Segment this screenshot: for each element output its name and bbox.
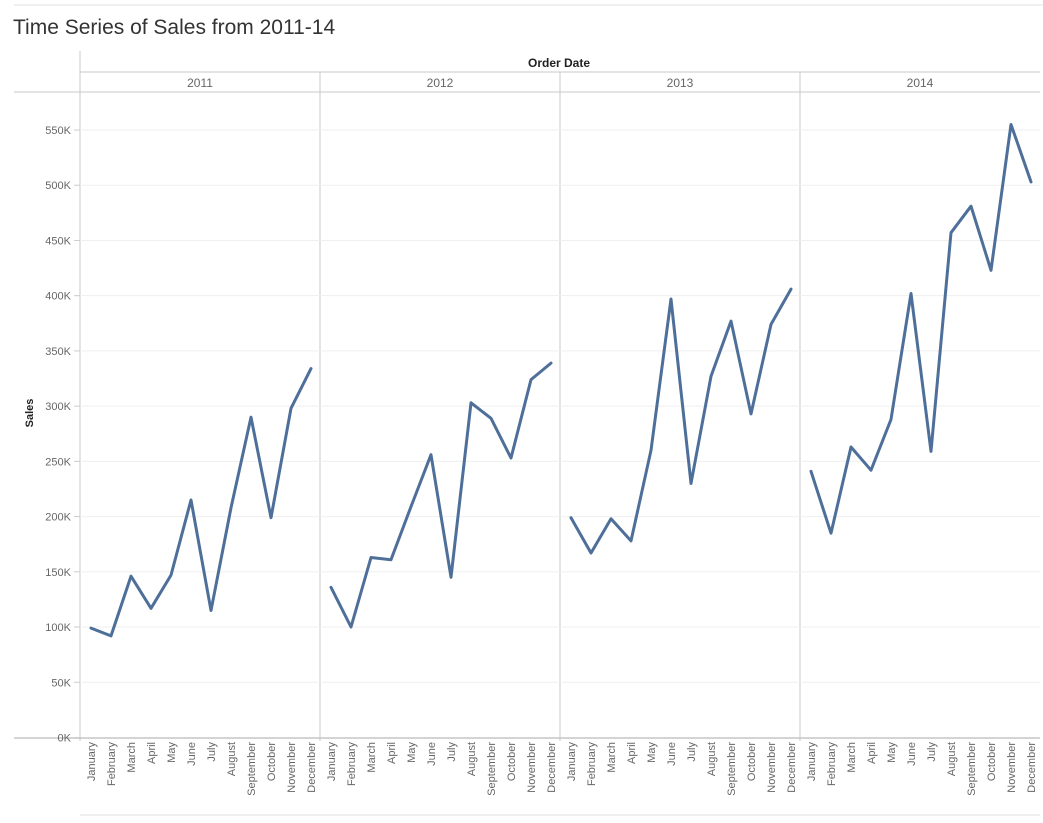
grid-lines: [80, 129, 1040, 683]
x-axis-ticks: January February March April May June July Augu…: [86, 742, 1038, 796]
x-tick-label: November: [1006, 742, 1018, 793]
y-tick-label: 450K: [45, 235, 71, 247]
series-line-2014: [809, 123, 1033, 535]
panel-label-2013: 2013: [667, 76, 694, 90]
x-tick-label: January: [86, 742, 98, 782]
x-tick-label: November: [286, 742, 298, 793]
x-tick-label: December: [786, 742, 798, 793]
x-tick-label: April: [626, 742, 638, 764]
y-tick-label: 200K: [45, 512, 71, 524]
x-tick-label: December: [546, 742, 558, 793]
y-tick-label: 350K: [45, 346, 71, 358]
x-tick-label: August: [946, 742, 958, 776]
panel-label-2011: 2011: [187, 76, 213, 90]
series-line-2011: [89, 367, 313, 638]
x-tick-label: January: [566, 742, 578, 782]
column-header-title: Order Date: [528, 56, 590, 70]
x-tick-label: August: [226, 742, 238, 776]
x-tick-label: December: [1026, 742, 1038, 793]
x-tick-label: March: [366, 742, 378, 773]
x-tick-label: June: [186, 742, 198, 766]
series-line-2013: [569, 287, 793, 555]
x-tick-label: July: [926, 742, 938, 762]
y-tick-label: 500K: [45, 180, 71, 192]
y-tick-label: 0K: [58, 733, 72, 745]
y-tick-label: 50K: [51, 677, 71, 689]
x-tick-label: March: [846, 742, 858, 773]
x-tick-label: January: [326, 742, 338, 782]
x-tick-label: February: [106, 742, 118, 787]
x-tick-label: May: [406, 742, 418, 763]
chart-title: Time Series of Sales from 2011-14: [13, 16, 336, 39]
series-line-2012: [329, 361, 553, 629]
y-tick-label: 400K: [45, 291, 71, 303]
x-tick-label: March: [606, 742, 618, 773]
y-axis-title: Sales: [24, 399, 36, 428]
x-tick-label: April: [386, 742, 398, 764]
x-tick-label: May: [886, 742, 898, 763]
x-tick-label: February: [346, 742, 358, 787]
x-tick-label: June: [906, 742, 918, 766]
x-tick-label: September: [726, 742, 738, 796]
x-tick-label: March: [126, 742, 138, 773]
x-tick-label: April: [146, 742, 158, 764]
x-tick-label: October: [986, 742, 998, 781]
x-tick-label: September: [486, 742, 498, 796]
x-tick-label: October: [506, 742, 518, 781]
panel-label-2012: 2012: [427, 76, 454, 90]
x-tick-label: August: [466, 742, 478, 776]
x-tick-label: February: [586, 742, 598, 787]
x-tick-label: December: [306, 742, 318, 793]
panel-label-2014: 2014: [907, 76, 934, 90]
y-tick-label: 550K: [45, 125, 71, 137]
x-tick-label: November: [766, 742, 778, 793]
x-tick-label: July: [206, 742, 218, 762]
chart-frame: [14, 4, 1043, 816]
x-tick-label: July: [686, 742, 698, 762]
x-tick-label: October: [266, 742, 278, 781]
x-tick-label: September: [246, 742, 258, 796]
x-tick-label: July: [446, 742, 458, 762]
series-lines: [89, 123, 1033, 638]
x-tick-label: September: [966, 742, 978, 796]
panel-labels: 2011 2012 2013 2014: [187, 76, 934, 90]
y-tick-label: 250K: [45, 456, 71, 468]
x-tick-label: October: [746, 742, 758, 781]
y-axis-ticks: 0K 50K 100K 150K 200K 250K 300K 350K 400K 450K 500…: [45, 125, 80, 745]
x-tick-label: June: [426, 742, 438, 766]
x-tick-label: May: [646, 742, 658, 763]
x-tick-label: August: [706, 742, 718, 776]
x-tick-label: April: [866, 742, 878, 764]
x-tick-label: January: [806, 742, 818, 782]
x-tick-label: November: [526, 742, 538, 793]
x-tick-label: February: [826, 742, 838, 787]
y-tick-label: 300K: [45, 401, 71, 413]
y-tick-label: 100K: [45, 622, 71, 634]
x-tick-label: June: [666, 742, 678, 766]
x-tick-label: May: [166, 742, 178, 763]
y-tick-label: 150K: [45, 567, 71, 579]
